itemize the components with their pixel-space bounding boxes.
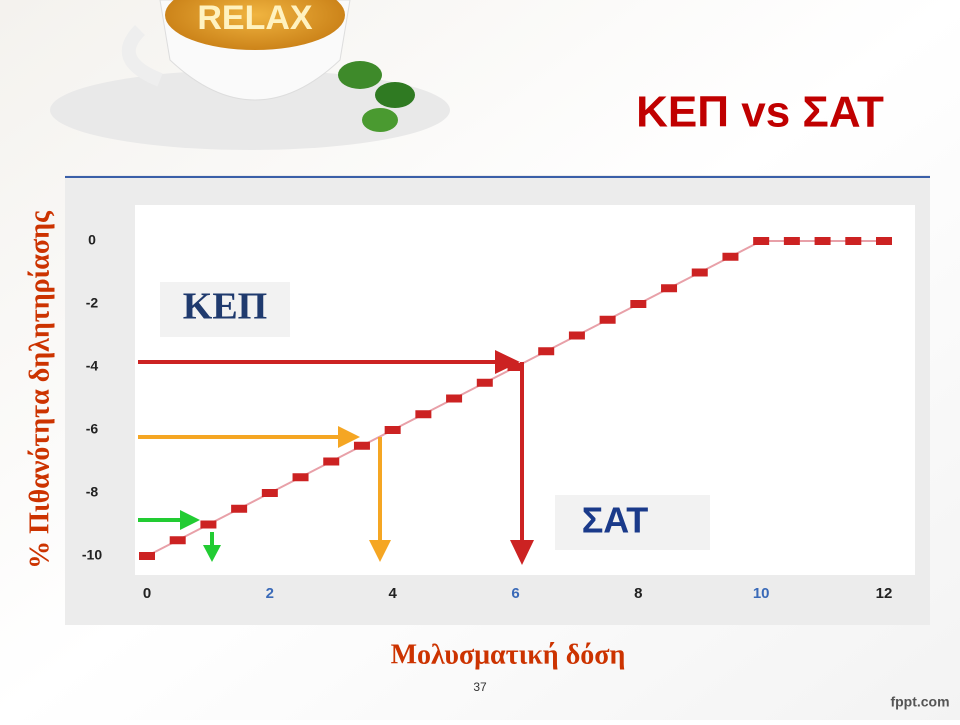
data-point (814, 237, 831, 245)
footer: fppt.com (890, 694, 949, 710)
x-tick-label: 10 (753, 585, 770, 602)
y-tick-label: -4 (86, 358, 99, 374)
arrows (138, 350, 534, 565)
y-tick-label: -6 (86, 421, 99, 437)
annotation: ΚΕΠ (183, 286, 267, 328)
y-tick-label: -8 (86, 484, 99, 500)
label-box (160, 282, 290, 337)
x-axis-label: Μολυσματική δόση (391, 639, 626, 670)
x-tick-label: 4 (388, 585, 397, 602)
y-axis-label: % Πιθανότητα δηλητηρίασης (24, 210, 55, 569)
data-point (231, 504, 248, 513)
data-point (538, 347, 555, 356)
chart-title: ΚΕΠ vs ΣΑΤ (636, 88, 884, 137)
cup-decoration: RELAX (50, 0, 450, 150)
data-point (200, 520, 217, 529)
data-point (630, 300, 647, 308)
plot-area (135, 205, 915, 575)
x-tick-label: 12 (876, 585, 893, 602)
y-tick-label: -10 (82, 547, 102, 563)
data-point (753, 237, 770, 245)
data-point (446, 394, 463, 403)
cup-text: RELAX (197, 0, 313, 37)
data-point (261, 489, 278, 497)
data-point (415, 410, 432, 419)
data-point (292, 473, 309, 482)
data-point (476, 378, 493, 387)
data-point (323, 457, 340, 466)
y-tick-label: -2 (86, 295, 99, 311)
data-point (384, 426, 401, 434)
data-point (568, 331, 585, 340)
y-tick-label: 0 (88, 232, 96, 248)
data-point (722, 252, 739, 261)
data-point (353, 441, 370, 450)
data-point (507, 363, 524, 371)
x-tick-label: 8 (634, 585, 642, 602)
page-number: 37 (473, 680, 487, 694)
x-tick-label: 2 (266, 585, 274, 602)
data-point (691, 268, 708, 277)
data-point (599, 315, 616, 324)
data-point (139, 552, 155, 560)
x-tick-label: 6 (511, 585, 519, 602)
data-point (845, 237, 862, 245)
data-point (169, 536, 186, 545)
data-point (783, 237, 800, 245)
data-point (876, 237, 892, 245)
annotation: ΣΑΤ (582, 500, 649, 541)
data-point (661, 284, 678, 293)
x-tick-label: 0 (143, 585, 151, 602)
label-box (555, 495, 710, 550)
plot: 0 -2 -4 -6 -8 -10 0 2 4 6 8 10 12 (82, 232, 892, 602)
